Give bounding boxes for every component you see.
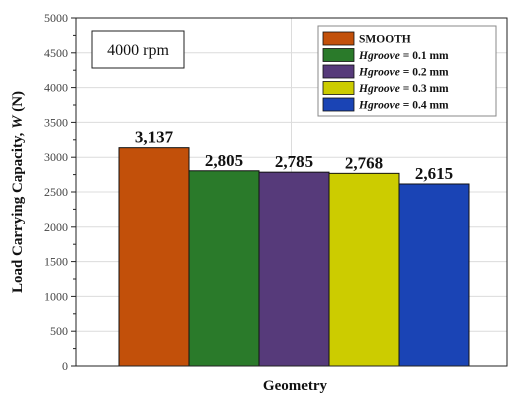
y-tick-label: 4000	[44, 81, 68, 95]
y-tick-label: 5000	[44, 11, 68, 25]
legend-swatch-0	[322, 31, 355, 46]
y-tick-label: 0	[62, 359, 68, 373]
legend-label-var: Hgroove	[358, 83, 400, 95]
legend-label-rest: = 0.3 mm	[400, 83, 449, 95]
legend-label-0: SMOOTH	[359, 34, 411, 46]
legend-label-4: Hgroove = 0.4 mm	[358, 100, 449, 112]
bar-value-label-3: 2,768	[345, 153, 383, 172]
legend-label-rest: = 0.4 mm	[400, 100, 449, 112]
legend-swatch-4	[322, 97, 355, 112]
legend-label-var: Hgroove	[358, 50, 400, 62]
bar-value-label-2: 2,785	[275, 152, 313, 171]
y-axis-title: Load Carrying Capacity, W (N)	[10, 91, 26, 293]
x-axis-title: Geometry	[263, 378, 328, 394]
annotation-text: 4000 rpm	[107, 42, 169, 59]
legend-label-rest: = 0.2 mm	[400, 67, 449, 79]
y-axis-title-main: Load Carrying Capacity,	[10, 129, 26, 293]
bar-0	[118, 147, 190, 367]
legend-label-1: Hgroove = 0.1 mm	[358, 50, 449, 62]
legend-swatch-2	[322, 64, 355, 79]
y-axis-title-unit: (N)	[10, 91, 26, 116]
bar-value-label-4: 2,615	[415, 164, 453, 183]
y-axis-title-var: W	[10, 114, 26, 129]
y-tick-label: 1000	[44, 289, 68, 303]
y-tick-label: 2500	[44, 185, 68, 199]
bar-2	[258, 171, 330, 367]
y-axis-ticks: 0 500 1000 1500 2000 2500 3000 3500 4000 4500 5000	[44, 11, 76, 373]
legend-swatch-3	[322, 81, 355, 95]
legend-label-var: Hgroove	[358, 67, 400, 79]
y-tick-label: 3500	[44, 115, 68, 129]
y-tick-label: 4500	[44, 46, 68, 60]
y-tick-label: 3000	[44, 150, 68, 164]
legend-swatch-1	[322, 48, 355, 62]
data-labels: 3,137 2,805 2,785 2,768 2,615	[135, 128, 453, 183]
y-tick-label: 500	[50, 324, 68, 338]
bar-value-label-1: 2,805	[205, 151, 243, 170]
bar-3	[328, 172, 400, 367]
bar-4	[398, 183, 470, 367]
y-tick-label: 2000	[44, 220, 68, 234]
legend-label-3: Hgroove = 0.3 mm	[358, 83, 449, 95]
annotation-box: 4000 rpm	[91, 30, 185, 69]
legend-label-rest: SMOOTH	[359, 34, 411, 46]
legend-label-2: Hgroove = 0.2 mm	[358, 67, 449, 79]
legend-label-rest: = 0.1 mm	[400, 50, 449, 62]
legend-label-var: Hgroove	[358, 100, 400, 112]
y-tick-label: 1500	[44, 255, 68, 269]
bar-1	[188, 170, 260, 367]
bar-value-label-0: 3,137	[135, 128, 174, 147]
